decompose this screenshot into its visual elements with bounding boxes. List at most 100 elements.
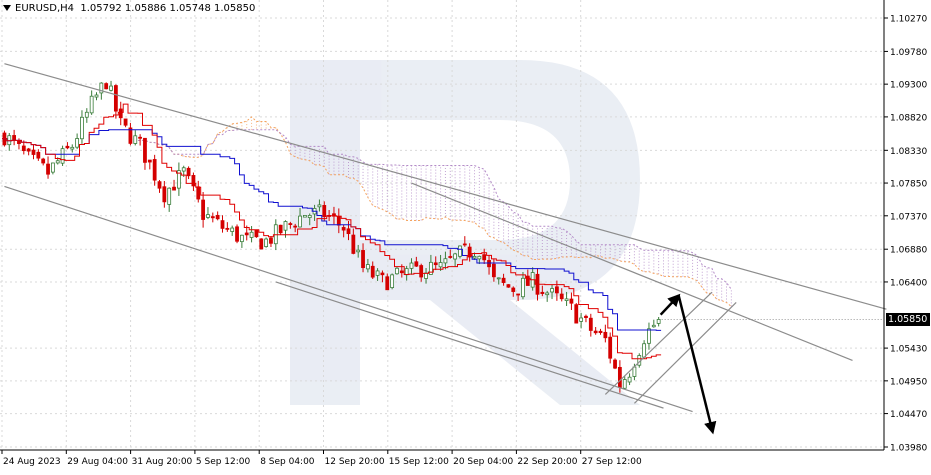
candle-body (138, 136, 143, 139)
candle-body (467, 246, 472, 258)
candle-body (506, 284, 511, 288)
candle-body (564, 298, 569, 301)
bear-candle (220, 215, 225, 233)
close-value: 1.05850 (214, 3, 256, 14)
candle-body (462, 243, 467, 246)
bear-candle (487, 255, 491, 275)
bear-candle (191, 172, 196, 191)
bull-candle (395, 266, 399, 275)
candle-body (225, 227, 230, 230)
bear-candle (118, 101, 123, 126)
candle-body (588, 317, 593, 331)
bull-candle (564, 291, 569, 306)
bear-candle (123, 118, 128, 128)
bear-candle (65, 142, 70, 150)
candle-body (220, 220, 225, 229)
candle-body (385, 276, 390, 291)
bear-candle (574, 303, 579, 324)
bear-candle (525, 269, 530, 286)
bear-candle (41, 157, 46, 166)
bear-candle (46, 156, 50, 179)
candle-body (26, 148, 31, 152)
candle-body (109, 85, 113, 91)
bear-candle (482, 248, 487, 265)
candle-body (375, 270, 380, 276)
candle-body (627, 376, 632, 383)
bull-candle (264, 237, 269, 248)
candle-body (89, 95, 94, 114)
bear-candle (36, 149, 41, 161)
candle-body (84, 111, 89, 118)
candle-body (559, 293, 564, 300)
candle-body (249, 231, 254, 238)
bear-candle (172, 179, 176, 191)
bear-candle (361, 243, 365, 273)
bear-candle (380, 270, 385, 283)
channel-inner-upper (411, 182, 853, 361)
candle-body (584, 315, 588, 318)
candle-body (113, 85, 118, 112)
candle-body (322, 205, 327, 218)
ichimoku-cloud (130, 116, 732, 307)
candle-body (307, 214, 312, 219)
bear-candle (598, 328, 603, 335)
channel-rising-lower (634, 301, 737, 404)
candle-body (458, 245, 462, 257)
bear-candle (322, 201, 327, 221)
candle-body (554, 286, 559, 294)
bull-candle (307, 213, 312, 226)
bull-candle (545, 290, 550, 302)
bear-candle (516, 293, 521, 302)
candle-body (632, 366, 637, 377)
price-tick-label: 1.04470 (890, 410, 927, 420)
bear-candle (491, 258, 496, 282)
bear-candle (143, 137, 147, 170)
candle-body (491, 263, 496, 278)
candle-body (123, 118, 128, 126)
channel-outer-upper (4, 63, 887, 310)
bull-candle (496, 277, 501, 285)
candle-body (361, 250, 365, 269)
candle-body (235, 226, 239, 242)
candle-body (404, 268, 409, 276)
candle-body (453, 253, 458, 260)
candle-body (525, 275, 530, 286)
time-tick-label: 15 Sep 12:00 (389, 457, 449, 467)
candle-body (317, 204, 322, 208)
bull-candle (249, 226, 254, 243)
candle-body (622, 379, 627, 389)
candle-body (540, 291, 545, 294)
candle-body (128, 127, 133, 144)
candle-body (482, 254, 487, 261)
candle-body (60, 148, 65, 164)
symbol-header: EURUSD,H4 1.05792 1.05886 1.05748 1.0585… (3, 3, 255, 14)
candle-body (283, 221, 288, 231)
candle-body (210, 216, 215, 219)
forecast-down-arrow (677, 295, 717, 435)
candle-body (409, 262, 414, 269)
candle-body (181, 167, 186, 172)
candle-body (501, 277, 506, 283)
bear-candle (603, 324, 608, 343)
channel-inner-lower (275, 281, 664, 409)
bear-candle (351, 228, 356, 255)
candle-body (656, 319, 661, 324)
bear-candle (506, 284, 511, 288)
candle-body (41, 158, 46, 164)
bear-candle (235, 224, 239, 244)
dropdown-triangle-icon[interactable] (3, 5, 11, 11)
candle-body (341, 227, 346, 231)
candle-body (206, 214, 210, 218)
bull-candle (521, 272, 525, 300)
candles (2, 80, 661, 393)
bear-candle (346, 220, 351, 241)
price-tick-label: 1.03980 (890, 444, 927, 454)
candle-body (642, 343, 647, 358)
time-tick-label: 27 Sep 12:00 (582, 457, 642, 467)
candle-body (574, 304, 579, 324)
candle-body (259, 238, 264, 250)
price-tick-label: 1.04950 (890, 377, 927, 387)
candle-body (278, 224, 283, 234)
bear-candle (511, 286, 516, 297)
